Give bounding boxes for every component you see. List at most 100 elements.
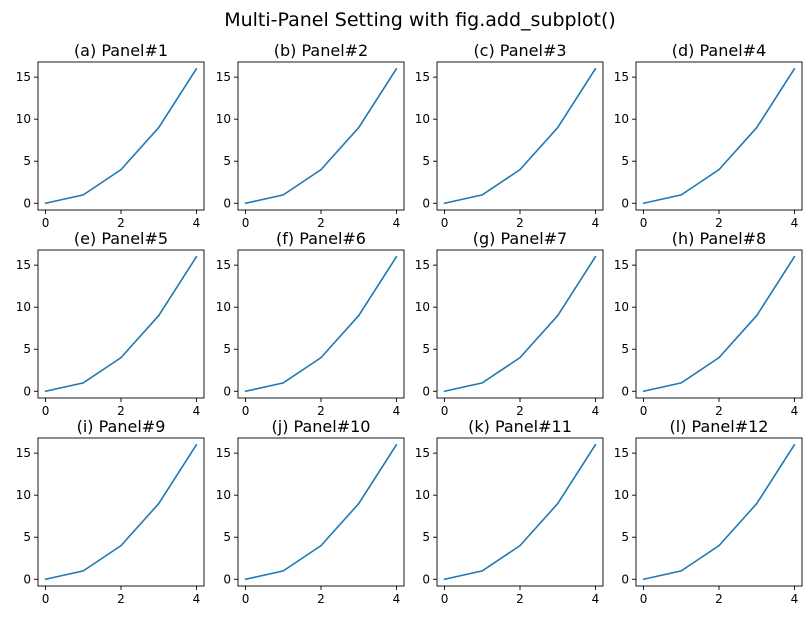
y-tick-label: 5 — [422, 530, 430, 544]
y-tick-label: 10 — [216, 112, 231, 126]
panel-grid: (a) Panel#1 0 2 4 0 5 10 15 (b) Panel#2 0 2 4 0 5 10 15… — [16, 41, 803, 606]
y-tick-label: 0 — [223, 196, 231, 210]
x-tick-label: 4 — [393, 404, 401, 418]
panel-title: (i) Panel#9 — [77, 417, 166, 436]
y-tick-label: 10 — [216, 300, 231, 314]
y-tick-label: 15 — [16, 70, 31, 84]
x-tick-label: 0 — [640, 216, 648, 230]
data-point — [395, 67, 398, 70]
y-tick-label: 15 — [16, 446, 31, 460]
y-tick-label: 5 — [422, 342, 430, 356]
x-tick-label: 2 — [117, 592, 125, 606]
panel-6: (f) Panel#6 0 2 4 0 5 10 15 — [216, 229, 405, 418]
data-point — [282, 570, 285, 572]
panel-title: (g) Panel#7 — [473, 229, 567, 248]
x-tick-label: 2 — [117, 216, 125, 230]
data-point — [642, 578, 645, 581]
panel-title: (b) Panel#2 — [274, 41, 368, 60]
y-tick-label: 10 — [415, 112, 430, 126]
data-point — [320, 544, 322, 547]
data-point — [357, 126, 360, 129]
x-tick-label: 0 — [42, 404, 50, 418]
data-point — [357, 314, 360, 317]
y-tick-label: 5 — [621, 154, 629, 168]
data-point — [120, 168, 122, 171]
data-point — [44, 578, 47, 581]
y-tick-label: 15 — [415, 258, 430, 272]
x-tick-label: 4 — [393, 592, 401, 606]
y-tick-label: 5 — [621, 530, 629, 544]
x-tick-label: 2 — [715, 216, 723, 230]
data-point — [519, 356, 521, 359]
data-point — [320, 356, 322, 359]
x-tick-label: 2 — [516, 404, 524, 418]
panel-9: (i) Panel#9 0 2 4 0 5 10 15 — [16, 417, 205, 606]
panel-1: (a) Panel#1 0 2 4 0 5 10 15 — [16, 41, 205, 230]
panel-11: (k) Panel#11 0 2 4 0 5 10 15 — [415, 417, 604, 606]
data-point — [157, 502, 160, 505]
data-point — [120, 356, 122, 359]
x-tick-label: 2 — [715, 404, 723, 418]
x-tick-label: 4 — [193, 216, 201, 230]
data-point — [157, 126, 160, 129]
x-tick-label: 2 — [715, 592, 723, 606]
x-tick-label: 4 — [592, 216, 600, 230]
x-tick-label: 4 — [393, 216, 401, 230]
data-point — [320, 168, 322, 171]
y-tick-label: 5 — [223, 154, 231, 168]
y-tick-label: 5 — [223, 530, 231, 544]
y-tick-label: 0 — [422, 572, 430, 586]
x-tick-label: 2 — [317, 216, 325, 230]
y-tick-label: 10 — [614, 300, 629, 314]
y-tick-label: 5 — [23, 154, 31, 168]
y-tick-label: 15 — [216, 258, 231, 272]
x-tick-label: 0 — [242, 216, 250, 230]
figure-suptitle: Multi-Panel Setting with fig.add_subplot… — [224, 9, 616, 31]
panel-title: (k) Panel#11 — [468, 417, 572, 436]
data-point — [594, 67, 597, 70]
data-point — [195, 255, 198, 258]
x-tick-label: 4 — [193, 592, 201, 606]
panel-title: (j) Panel#10 — [272, 417, 371, 436]
panel-2: (b) Panel#2 0 2 4 0 5 10 15 — [216, 41, 405, 230]
data-point — [82, 194, 85, 196]
panel-title: (c) Panel#3 — [473, 41, 566, 60]
y-tick-label: 10 — [16, 112, 31, 126]
data-point — [755, 126, 758, 129]
x-tick-label: 0 — [42, 592, 50, 606]
data-point — [793, 255, 796, 258]
data-point — [642, 202, 645, 205]
y-tick-label: 5 — [621, 342, 629, 356]
y-tick-label: 15 — [614, 70, 629, 84]
panel-title: (d) Panel#4 — [672, 41, 766, 60]
y-tick-label: 15 — [216, 70, 231, 84]
panel-title: (h) Panel#8 — [672, 229, 766, 248]
y-tick-label: 0 — [223, 572, 231, 586]
data-point — [44, 390, 47, 393]
data-point — [594, 443, 597, 446]
y-tick-label: 0 — [422, 196, 430, 210]
data-point — [556, 126, 559, 129]
y-tick-label: 5 — [23, 342, 31, 356]
data-point — [443, 202, 446, 205]
y-tick-label: 0 — [223, 384, 231, 398]
data-point — [642, 390, 645, 393]
x-tick-label: 4 — [592, 404, 600, 418]
y-tick-label: 0 — [621, 384, 629, 398]
x-tick-label: 4 — [791, 404, 799, 418]
panel-title: (l) Panel#12 — [670, 417, 769, 436]
data-point — [680, 570, 683, 572]
data-point — [244, 202, 247, 205]
data-point — [443, 390, 446, 393]
x-tick-label: 4 — [791, 216, 799, 230]
panel-8: (h) Panel#8 0 2 4 0 5 10 15 — [614, 229, 803, 418]
data-point — [556, 314, 559, 317]
y-tick-label: 5 — [223, 342, 231, 356]
y-tick-label: 15 — [415, 70, 430, 84]
data-point — [755, 502, 758, 505]
data-point — [395, 255, 398, 258]
x-tick-label: 2 — [516, 592, 524, 606]
data-point — [82, 570, 85, 572]
data-point — [244, 578, 247, 581]
